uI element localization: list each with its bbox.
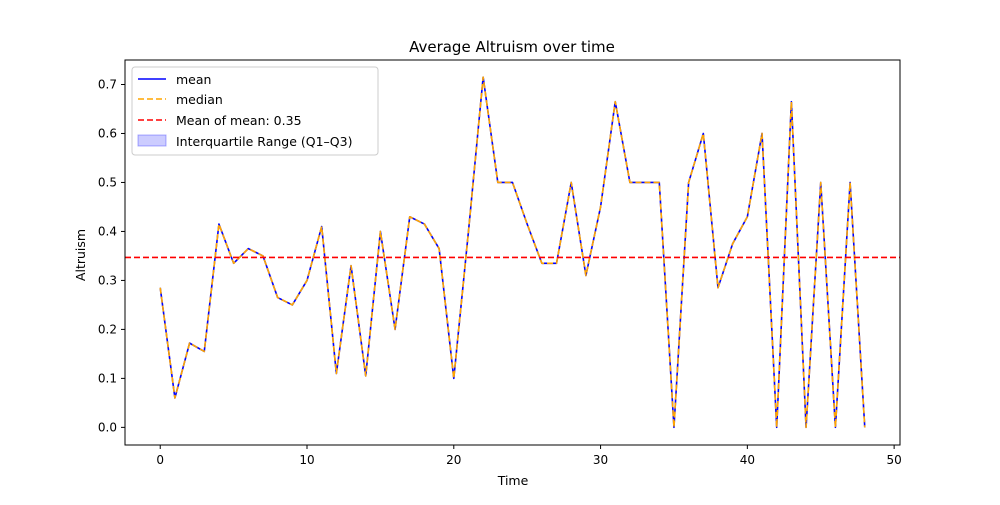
x-tick-label: 10 — [299, 453, 314, 467]
x-tick-label: 0 — [156, 453, 164, 467]
y-tick-label: 0.1 — [98, 371, 117, 385]
series-layer — [159, 76, 866, 429]
plot-frame — [124, 59, 901, 446]
x-tick-label: 30 — [593, 453, 608, 467]
x-axis: 0 10 20 30 40 50 — [156, 445, 902, 467]
legend-label-mean-of-mean: Mean of mean: 0.35 — [176, 113, 302, 128]
y-tick-label: 0.4 — [98, 224, 117, 238]
legend-swatch-iqr — [137, 134, 167, 147]
y-axis-label: Altruism — [73, 229, 88, 281]
legend: mean median Mean of mean: 0.35 Interquar… — [131, 66, 379, 156]
y-tick-label: 0.7 — [98, 77, 117, 91]
x-tick-label: 50 — [886, 453, 901, 467]
y-tick-label: 0.6 — [98, 126, 117, 140]
x-axis-label: Time — [497, 473, 529, 488]
legend-label-iqr: Interquartile Range (Q1–Q3) — [176, 134, 352, 149]
y-tick-label: 0.2 — [98, 322, 117, 336]
legend-label-mean: mean — [176, 72, 211, 87]
legend-label-median: median — [176, 92, 223, 107]
y-tick-label: 0.3 — [98, 273, 117, 287]
x-tick-label: 20 — [446, 453, 461, 467]
y-tick-label: 0.5 — [98, 175, 117, 189]
y-tick-label: 0.0 — [98, 420, 117, 434]
y-axis: 0.0 0.1 0.2 0.3 0.4 0.5 0.6 0.7 — [98, 77, 125, 434]
x-tick-label: 40 — [740, 453, 755, 467]
legend-box — [131, 66, 379, 156]
series-line-median — [159, 76, 866, 429]
chart-title: Average Altruism over time — [409, 38, 615, 56]
